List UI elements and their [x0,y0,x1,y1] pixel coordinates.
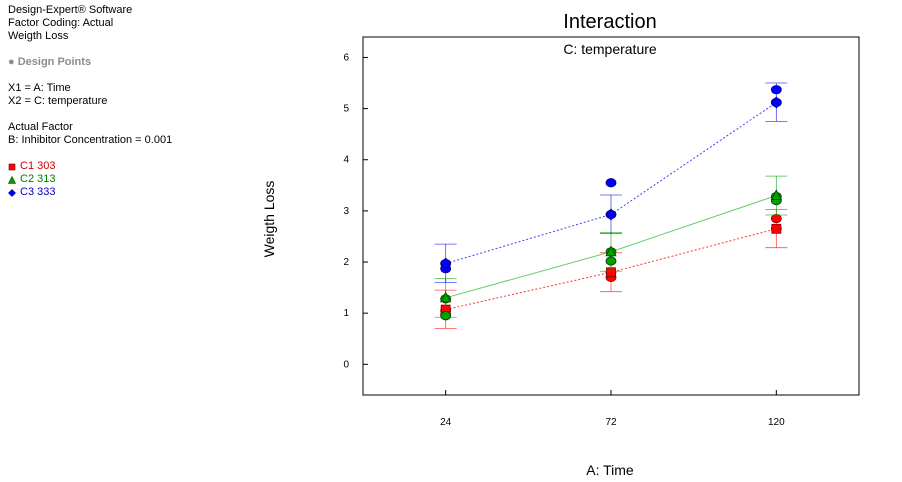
predicted-point [605,208,617,221]
x-tick-label: 120 [768,417,785,428]
design-point [440,311,452,321]
x1-factor: X1 = A: Time [8,82,71,94]
predicted-point [770,189,782,200]
x-tick-label: 24 [440,417,452,428]
legend-item-c3: C3 333 [8,186,172,199]
diamond-marker-icon [8,188,16,197]
y-tick-label: 2 [343,257,349,268]
y-tick-label: 3 [343,206,349,217]
y-axis-label: Weigth Loss [261,181,277,258]
design-point [605,256,617,266]
predicted-point [771,223,782,234]
triangle-marker-icon [8,175,16,184]
x-axis-label: A: Time [586,462,634,478]
predicted-point [605,245,617,257]
info-panel: Design-Expert® Software Factor Coding: A… [8,4,172,199]
x2-factor: X2 = C: temperature [8,95,108,107]
legend-item-c1: C1 303 [8,160,172,173]
y-tick-label: 4 [343,155,349,166]
series-3 [434,82,788,283]
predicted-point [440,257,452,270]
y-tick-label: 5 [343,104,349,115]
actual-factor-heading: Actual Factor [8,121,73,133]
axis-ticks: 0 1 2 3 4 5 6 24 72 120 [343,52,785,428]
y-tick-label: 6 [343,52,349,63]
square-marker-icon [8,163,16,170]
design-point [770,85,782,95]
chart-subtitle: C: temperature [563,41,657,57]
design-points-label: ● Design Points [8,56,92,68]
predicted-point [770,96,782,109]
actual-factor-value: B: Inhibitor Concentration = 0.001 [8,134,173,146]
chart-title: Interaction [563,11,656,33]
series-2 [434,175,788,321]
legend-item-c2: C2 313 [8,173,172,186]
design-point [605,178,617,188]
x-tick-label: 72 [605,417,617,428]
response-name: Weigth Loss [8,30,69,42]
design-point [770,213,782,224]
design-point-icon: ● [8,56,15,68]
factor-coding: Factor Coding: Actual [8,17,114,29]
series-layer [434,82,788,329]
software-name: Design-Expert® Software [8,4,133,16]
y-tick-label: 0 [343,359,349,370]
y-tick-label: 1 [343,308,349,319]
predicted-point [440,291,452,303]
